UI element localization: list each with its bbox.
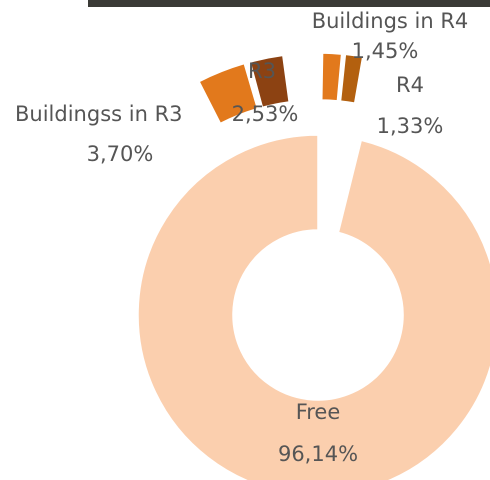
category-label: Free — [296, 400, 341, 424]
donut-segment — [138, 135, 490, 480]
category-label: Buildingss in R3 — [15, 102, 183, 126]
value-label: 3,70% — [87, 142, 154, 166]
value-label: 1,45% — [352, 39, 419, 63]
category-label: Buildings in R4 — [312, 9, 469, 33]
category-label: R3 — [248, 59, 276, 83]
value-label: 2,53% — [232, 102, 299, 126]
category-label: R4 — [396, 73, 424, 97]
chart: Free 96,14% Buildingss in R3 3,70% R3 2,53% Bu… — [0, 0, 490, 480]
photo-strip — [88, 0, 490, 7]
value-label: 1,33% — [377, 114, 444, 138]
donut-segment — [322, 53, 342, 101]
value-label: 96,14% — [278, 442, 358, 466]
